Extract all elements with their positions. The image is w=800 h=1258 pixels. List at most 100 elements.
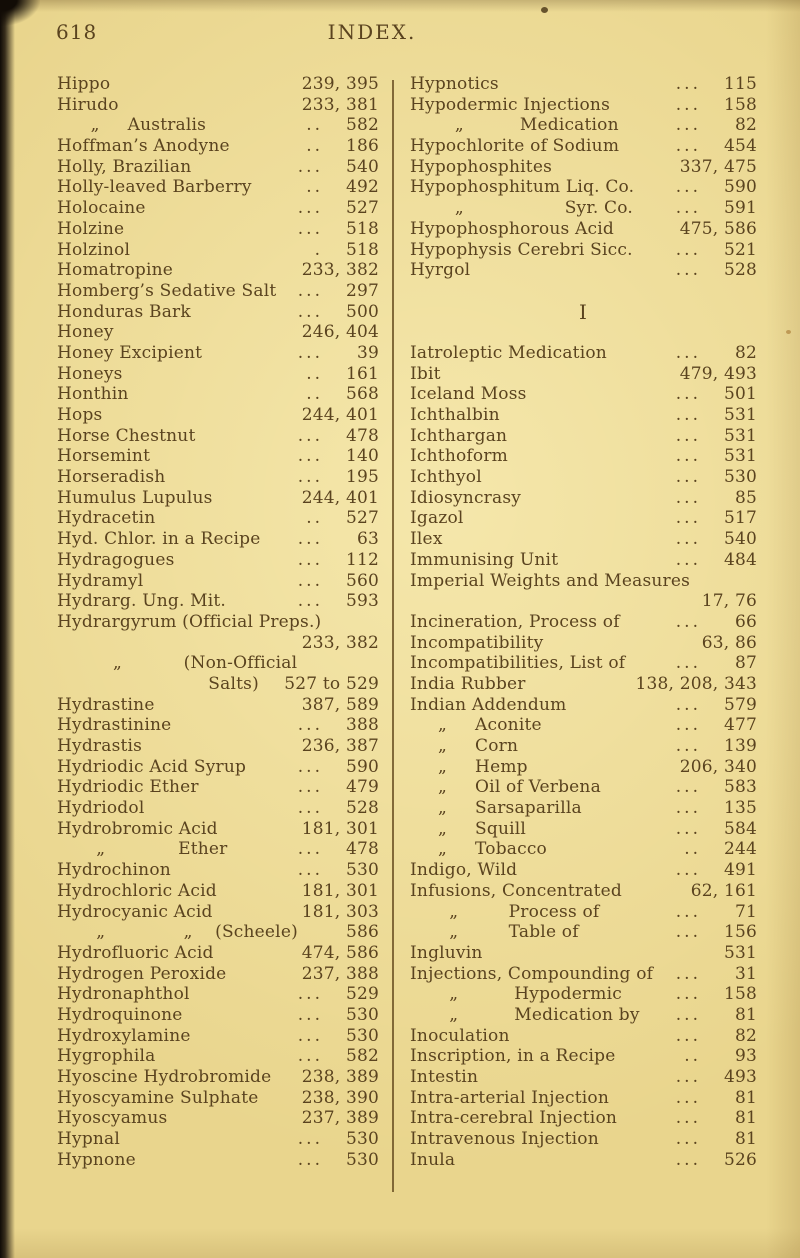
page-numbers: 140	[345, 446, 379, 467]
page-numbers: 81	[734, 1129, 757, 1150]
leader-dots: ...	[297, 467, 323, 488]
index-row: Holly, Brazilian... 540	[57, 157, 379, 178]
page-numbers: 181, 301	[301, 880, 379, 901]
entry-label: Hypophysis Cerebri Sicc.	[410, 239, 633, 260]
page-numbers: 158	[723, 984, 757, 1005]
entry-label: Intestin	[410, 1067, 479, 1087]
page-numbers: 526	[723, 1149, 757, 1170]
index-row: Incompatibility 63, 86	[410, 633, 757, 654]
entry-label: Hypochlorite of Sodium	[410, 136, 620, 157]
page-numbers: 81	[734, 1004, 757, 1025]
page-numbers: 82	[734, 342, 757, 363]
page-numbers: 530	[345, 1025, 379, 1046]
entry-label: Incineration, Process of	[410, 611, 620, 632]
index-row: Hirudo 233, 381	[57, 95, 379, 116]
page-numbers: 530	[345, 1149, 379, 1170]
entry-label: Igazol	[410, 508, 464, 529]
entry-label: Incompatibility	[410, 632, 544, 653]
index-row: Holocaine... 527	[57, 198, 379, 219]
page-numbers: 81	[734, 1108, 757, 1129]
entry-label: Salts)	[57, 673, 259, 694]
entry-label: Ingluvin	[410, 942, 483, 963]
page-numbers: 138, 208, 343	[635, 673, 757, 694]
page-numbers: 530	[723, 467, 757, 488]
leader-dots: ...	[297, 591, 323, 612]
entry-label: Hypodermic Injections	[410, 94, 610, 115]
leader-dots: ...	[675, 177, 701, 198]
entry-label: Indian Addendum	[410, 694, 567, 715]
entry-label: Hippo	[57, 74, 111, 94]
page-numbers: 238, 390	[301, 1087, 379, 1108]
page-numbers: 237, 388	[301, 963, 379, 984]
index-row: Ichthargan... 531	[410, 426, 757, 447]
index-row: Hypnone... 530	[57, 1150, 379, 1171]
leader-dots: ...	[297, 342, 323, 363]
index-row: Inoculation... 82	[410, 1026, 757, 1047]
page-numbers: 297	[345, 280, 379, 301]
entry-label: Ilex	[410, 529, 443, 550]
entry-label: Iceland Moss	[410, 384, 527, 405]
leader-dots: ...	[675, 74, 701, 94]
index-row: Imperial Weights and Measures	[410, 571, 757, 592]
page-numbers: 584	[723, 818, 757, 839]
ink-speck	[541, 7, 548, 13]
leader-dots: ...	[297, 860, 323, 881]
leader-dots: ...	[675, 549, 701, 570]
index-row: Horseradish... 195	[57, 467, 379, 488]
leader-dots: ...	[675, 198, 701, 219]
index-row: Hypnal... 530	[57, 1129, 379, 1150]
entry-label: Hoffman’s Anodyne	[57, 136, 230, 157]
entry-label: Infusions, Concentrated	[410, 880, 622, 901]
index-row: „ (Non-Official	[57, 653, 379, 674]
index-row: Humulus Lupulus 244, 401	[57, 488, 379, 509]
index-row: „ Aconite... 477	[410, 715, 757, 736]
leader-dots: ...	[297, 218, 323, 239]
leader-dots: ...	[675, 1004, 701, 1025]
entry-label: Hydrochinon	[57, 860, 171, 881]
leader-dots: ..	[306, 177, 323, 198]
page-numbers: 181, 301	[301, 818, 379, 839]
index-row: India Rubber 138, 208, 343	[410, 674, 757, 695]
page-numbers: 62, 161	[690, 880, 757, 901]
index-row: Inscription, in a Recipe.. 93	[410, 1046, 757, 1067]
page-numbers: 387, 589	[301, 694, 379, 715]
leader-dots: ..	[684, 1046, 701, 1067]
index-row: Infusions, Concentrated 62, 161	[410, 881, 757, 902]
index-row: Ingluvin 531	[410, 943, 757, 964]
page-numbers: 540	[345, 156, 379, 177]
index-row: „ Oil of Verbena... 583	[410, 777, 757, 798]
entry-label: „ Australis	[57, 115, 207, 136]
entry-label: Hypophosphites	[410, 156, 553, 177]
page-numbers: 500	[345, 301, 379, 322]
entry-label: Ichthalbin	[410, 405, 500, 425]
entry-label: „ Hemp	[410, 756, 528, 777]
entry-label: Hydrastis	[57, 736, 143, 756]
entry-label: „ Process of	[410, 901, 600, 922]
leader-dots: ...	[675, 1087, 701, 1108]
index-row: „ Hypodermic... 158	[410, 984, 757, 1005]
entry-label: Hydramyl	[57, 570, 144, 591]
index-row: „ Squill... 584	[410, 819, 757, 840]
scan-edge-left	[0, 0, 16, 1258]
index-row: Injections, Compounding of... 31	[410, 964, 757, 985]
leader-dots: ...	[675, 94, 701, 115]
page-numbers: 81	[734, 1087, 757, 1108]
page-number: 618	[56, 20, 98, 44]
page-numbers: 531	[723, 405, 757, 425]
index-row: Igazol... 517	[410, 508, 757, 529]
index-row: Hygrophila... 582	[57, 1046, 379, 1067]
page-numbers: 238, 389	[301, 1067, 379, 1087]
page-numbers: 474, 586	[301, 942, 379, 963]
leader-dots: ...	[675, 984, 701, 1005]
page-numbers: 388	[345, 715, 379, 736]
leader-dots: ...	[675, 818, 701, 839]
entry-label: Hyoscyamine Sulphate	[57, 1087, 259, 1108]
index-row: „ Medication by... 81	[410, 1005, 757, 1026]
page-numbers: 181, 303	[301, 901, 379, 922]
page-numbers: 527	[345, 198, 379, 219]
index-row: Hypophysis Cerebri Sicc.... 521	[410, 240, 757, 261]
page-numbers: 529	[345, 984, 379, 1005]
index-row: Hyoscine Hydrobromide 238, 389	[57, 1067, 379, 1088]
entry-label: Holzinol	[57, 239, 131, 260]
page-numbers: 582	[345, 1046, 379, 1067]
